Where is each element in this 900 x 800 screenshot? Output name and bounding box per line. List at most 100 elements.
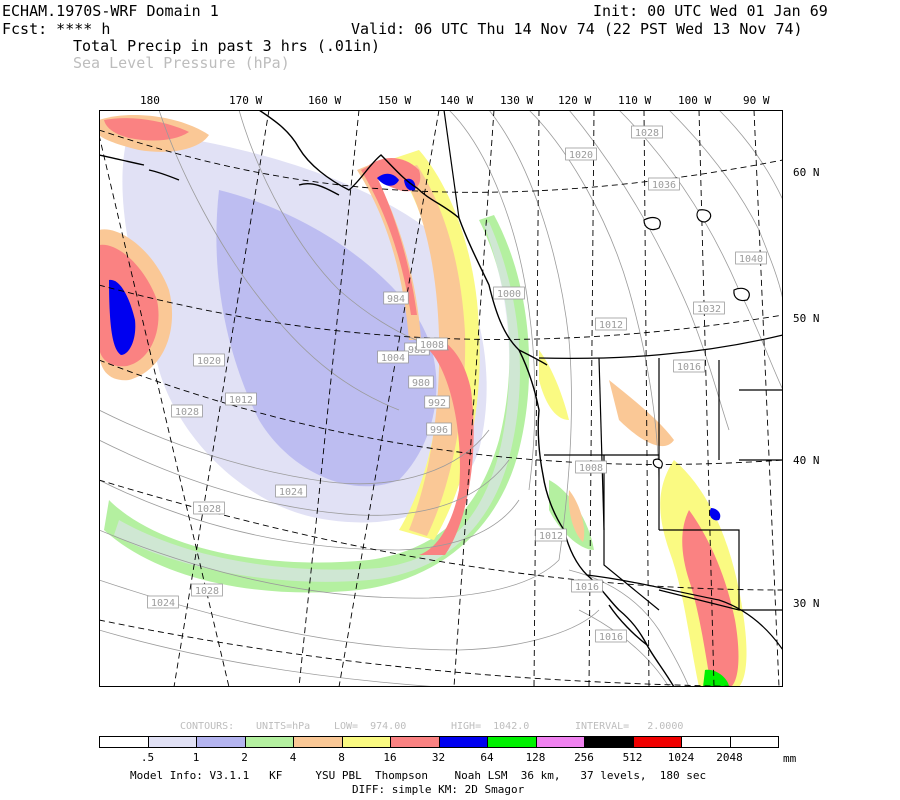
svg-text:1000: 1000 (497, 289, 521, 300)
pressure-label: 1016 (673, 359, 705, 373)
svg-text:1024: 1024 (151, 598, 175, 609)
pressure-labels: 1028 1020 1036 1040 1032 1000 1012 1016 984 988 98… (147, 125, 767, 643)
svg-text:1024: 1024 (279, 487, 303, 498)
svg-text:1016: 1016 (599, 632, 623, 643)
svg-text:1016: 1016 (575, 582, 599, 593)
lon-label: 170 W (229, 94, 263, 107)
colorbar-unit: mm (783, 752, 797, 765)
pressure-label: 1028 (631, 125, 663, 139)
colorbar-swatch (147, 736, 197, 748)
colorbar-label: 64 (480, 751, 494, 764)
field-slp-title: Sea Level Pressure (hPa) (73, 54, 290, 72)
pressure-label: 1012 (595, 317, 627, 331)
svg-text:1008: 1008 (579, 463, 603, 474)
svg-text:1028: 1028 (635, 128, 659, 139)
svg-text:992: 992 (428, 398, 446, 409)
pressure-label: 1012 (535, 528, 567, 542)
colorbar-swatch (487, 736, 537, 748)
lat-label: 40 N (793, 454, 820, 467)
precip-shading (99, 115, 747, 687)
colorbar-swatch (196, 736, 246, 748)
pressure-label: 1016 (571, 579, 603, 593)
svg-text:1028: 1028 (197, 504, 221, 515)
pressure-label: 1040 (735, 251, 767, 265)
colorbar-label: 256 (574, 751, 594, 764)
svg-text:1028: 1028 (175, 407, 199, 418)
colorbar-swatch (244, 736, 294, 748)
colorbar-label: 512 (622, 751, 643, 764)
pressure-label: 1032 (693, 301, 725, 315)
colorbar-swatch (341, 736, 391, 748)
colorbar-label: 4 (289, 751, 297, 764)
pressure-label: 1008 (416, 337, 448, 351)
colorbar-swatch (729, 736, 779, 748)
model-info: Model Info: V3.1.1 KF YSU PBL Thompson N… (130, 769, 707, 782)
map-frame (99, 110, 783, 687)
colorbar-label: 1024 (667, 751, 695, 764)
contour-label: CONTOURS: (180, 721, 235, 732)
colorbar-swatch (390, 736, 440, 748)
colorbar-swatch (632, 736, 682, 748)
svg-text:1020: 1020 (197, 356, 221, 367)
lon-label: 100 W (678, 94, 712, 107)
lakes (643, 209, 750, 469)
pressure-label: 1012 (225, 392, 257, 406)
lon-label: 90 W (743, 94, 770, 107)
svg-text:984: 984 (387, 294, 405, 305)
pressure-label: 996 (426, 422, 452, 436)
colorbar-label: .5 (140, 751, 155, 764)
svg-text:1012: 1012 (539, 531, 563, 542)
lon-label: 110 W (618, 94, 652, 107)
lon-label: 160 W (308, 94, 342, 107)
svg-text:1020: 1020 (569, 150, 593, 161)
pressure-label: 1028 (171, 404, 203, 418)
colorbar-swatch (293, 736, 343, 748)
field-precip-title: Total Precip in past 3 hrs (.01in) (73, 37, 381, 55)
colorbar-swatch (99, 736, 149, 748)
colorbar-label: 2 (241, 751, 248, 764)
colorbar-label: 32 (431, 751, 446, 764)
pressure-label: 1024 (147, 595, 179, 609)
svg-text:1040: 1040 (739, 254, 763, 265)
contour-interval: INTERVAL= 2.0000 (575, 721, 684, 732)
lon-label: 130 W (500, 94, 534, 107)
pressure-label: 1020 (565, 147, 597, 161)
svg-text:1012: 1012 (599, 320, 623, 331)
contour-high: HIGH= 1042.0 (451, 721, 530, 732)
diff-info: DIFF: simple KM: 2D Smagor (352, 783, 525, 796)
svg-text:1004: 1004 (381, 353, 405, 364)
colorbar-swatch (584, 736, 634, 748)
colorbar-swatch (681, 736, 731, 748)
lat-label: 60 N (793, 166, 820, 179)
svg-text:1036: 1036 (652, 180, 676, 191)
valid-time: Valid: 06 UTC Thu 14 Nov 74 (22 PST Wed … (351, 20, 803, 38)
pressure-label: 1028 (193, 501, 225, 515)
lon-label: 140 W (440, 94, 474, 107)
colorbar-label: 16 (383, 751, 397, 764)
lon-label: 180 (140, 94, 160, 107)
colorbar-label: 2048 (716, 751, 743, 764)
svg-text:1012: 1012 (229, 395, 253, 406)
colorbar-swatch (535, 736, 585, 748)
svg-text:996: 996 (430, 425, 448, 436)
lat-label: 50 N (793, 312, 820, 325)
lon-label: 120 W (558, 94, 592, 107)
model-title: ECHAM.1970S-WRF Domain 1 (2, 2, 219, 20)
svg-text:1028: 1028 (195, 586, 219, 597)
pressure-label: 1020 (193, 353, 225, 367)
pressure-label: 1036 (648, 177, 680, 191)
svg-text:980: 980 (412, 378, 430, 389)
svg-text:1032: 1032 (697, 304, 721, 315)
borders (443, 110, 783, 651)
pressure-label: 1016 (595, 629, 627, 643)
colorbar-label: 1 (192, 751, 200, 764)
pressure-label: 1028 (191, 583, 223, 597)
forecast-hour: Fcst: **** h (2, 20, 111, 38)
pressure-label: 1024 (275, 484, 307, 498)
contour-units: UNITS=hPa (256, 721, 311, 732)
precip-map: 1028 1020 1036 1040 1032 1000 1012 1016 984 988 98… (99, 110, 783, 687)
lon-label: 150 W (378, 94, 412, 107)
svg-text:1008: 1008 (420, 340, 444, 351)
lat-label: 30 N (793, 597, 820, 610)
colorbar-label: 128 (525, 751, 546, 764)
